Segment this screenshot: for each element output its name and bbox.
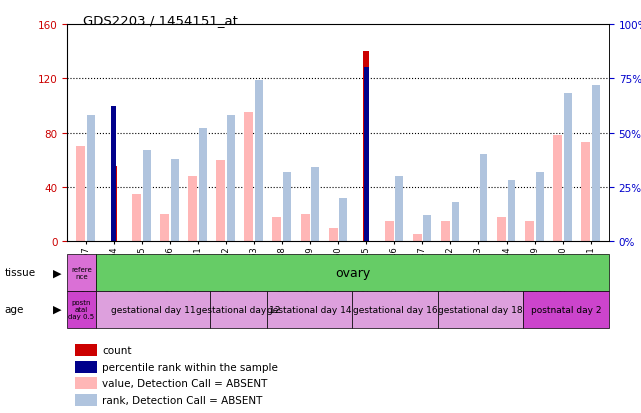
Bar xyxy=(272,217,281,242)
Bar xyxy=(581,142,590,242)
Bar xyxy=(479,155,487,242)
Text: gestational day 11: gestational day 11 xyxy=(110,305,195,314)
Bar xyxy=(339,198,347,242)
Bar xyxy=(441,221,450,242)
Bar xyxy=(592,85,600,242)
Bar xyxy=(353,291,438,328)
Text: ▶: ▶ xyxy=(53,304,61,314)
Bar xyxy=(67,254,96,291)
Bar xyxy=(329,228,338,242)
Text: age: age xyxy=(4,304,24,314)
Bar xyxy=(75,344,97,356)
Bar xyxy=(199,129,207,242)
Bar xyxy=(143,150,151,242)
Bar xyxy=(210,291,267,328)
Bar xyxy=(363,52,369,242)
Bar xyxy=(76,147,85,242)
Bar xyxy=(553,136,562,242)
Text: percentile rank within the sample: percentile rank within the sample xyxy=(103,362,278,372)
Bar xyxy=(536,172,544,242)
Text: gestational day 18: gestational day 18 xyxy=(438,305,523,314)
Bar xyxy=(525,221,534,242)
Bar xyxy=(75,377,97,389)
Bar xyxy=(311,168,319,242)
Bar xyxy=(363,68,369,242)
Bar xyxy=(424,216,431,242)
Bar xyxy=(438,291,524,328)
Text: ▶: ▶ xyxy=(53,268,61,278)
Text: value, Detection Call = ABSENT: value, Detection Call = ABSENT xyxy=(103,378,267,388)
Bar xyxy=(160,214,169,242)
Text: gestational day 14: gestational day 14 xyxy=(267,305,352,314)
Bar xyxy=(75,394,97,406)
Bar xyxy=(564,94,572,242)
Bar xyxy=(87,116,94,242)
Bar xyxy=(188,177,197,242)
Text: postnatal day 2: postnatal day 2 xyxy=(531,305,601,314)
Bar xyxy=(111,107,116,242)
Bar xyxy=(395,177,403,242)
Bar xyxy=(267,291,353,328)
Bar xyxy=(244,113,253,242)
Bar xyxy=(385,221,394,242)
Bar xyxy=(413,235,422,242)
Text: tissue: tissue xyxy=(4,268,36,278)
Bar xyxy=(255,81,263,242)
Bar xyxy=(508,181,515,242)
Text: rank, Detection Call = ABSENT: rank, Detection Call = ABSENT xyxy=(103,395,263,405)
Text: gestational day 16: gestational day 16 xyxy=(353,305,437,314)
Bar xyxy=(301,214,310,242)
Bar xyxy=(67,291,96,328)
Bar xyxy=(110,167,117,242)
Text: refere
nce: refere nce xyxy=(71,266,92,279)
Bar xyxy=(96,291,210,328)
Bar xyxy=(227,116,235,242)
Text: GDS2203 / 1454151_at: GDS2203 / 1454151_at xyxy=(83,14,238,27)
Bar xyxy=(216,160,225,242)
Bar xyxy=(497,217,506,242)
Bar xyxy=(75,361,97,373)
Bar xyxy=(171,159,179,242)
Text: postn
atal
day 0.5: postn atal day 0.5 xyxy=(69,300,95,320)
Text: gestational day 12: gestational day 12 xyxy=(196,305,281,314)
Bar xyxy=(524,291,609,328)
Bar xyxy=(132,194,141,242)
Bar xyxy=(283,172,291,242)
Bar xyxy=(451,203,460,242)
Text: count: count xyxy=(103,346,132,356)
Text: ovary: ovary xyxy=(335,266,370,279)
